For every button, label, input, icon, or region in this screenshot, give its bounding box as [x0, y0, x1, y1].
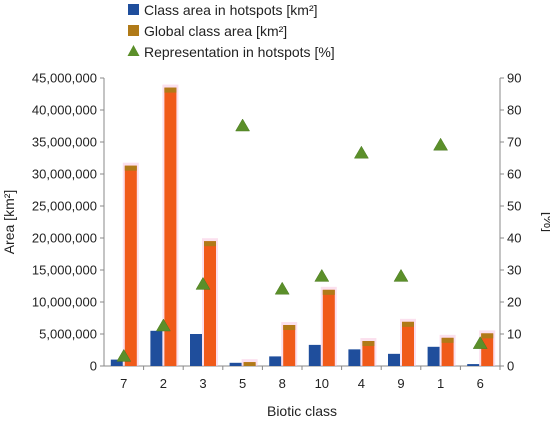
y-tick-label-left: 10,000,000	[32, 295, 97, 310]
marker-representation	[314, 268, 330, 282]
bar-global-area	[441, 337, 454, 366]
bar-hotspot-area	[427, 346, 440, 366]
y-axis-left-ticks: 0 5,000,000 10,000,000 15,000,000 20,000,000…	[32, 71, 104, 374]
bar-global-area	[164, 87, 177, 366]
marker-representation	[195, 276, 211, 290]
y-tick-label-right: 90	[507, 71, 521, 86]
y-axis-right-ticks: 0 10 20 30 40 50 60 70 80 90	[500, 71, 521, 374]
y-tick-label-left: 30,000,000	[32, 167, 97, 182]
x-tick-label: 6	[477, 376, 484, 391]
legend-swatch-hotspot-area	[128, 4, 139, 15]
bar-global-area	[362, 341, 375, 366]
y-tick-label-left: 40,000,000	[32, 103, 97, 118]
y-tick-label-right: 50	[507, 199, 521, 214]
legend-label-representation: Representation in hotspots [%]	[144, 44, 335, 60]
bar-hotspot-area	[229, 362, 242, 366]
y-axis-left-title: Area [km²]	[1, 190, 17, 255]
markers	[116, 118, 488, 362]
x-tick-label: 5	[239, 376, 246, 391]
y-tick-label-right: 70	[507, 135, 521, 150]
y-tick-label-right: 20	[507, 295, 521, 310]
bar-global-area-top	[164, 87, 177, 93]
y-tick-label-right: 60	[507, 167, 521, 182]
bar-global-area	[402, 321, 414, 366]
bar-hotspot-area	[348, 349, 361, 366]
marker-representation	[472, 336, 488, 349]
y-tick-label-left: 45,000,000	[32, 71, 97, 86]
y-axis-right-title: [%]	[541, 212, 550, 232]
y-tick-label-right: 40	[507, 231, 521, 246]
bar-global-area-top	[481, 333, 494, 339]
marker-representation	[433, 137, 449, 151]
y-tick-label-right: 0	[507, 359, 514, 374]
bar-global-area	[481, 333, 494, 366]
x-tick-label: 10	[315, 376, 329, 391]
y-tick-label-left: 15,000,000	[32, 263, 97, 278]
x-tick-label: 2	[160, 376, 167, 391]
bar-hotspot-area	[110, 359, 123, 366]
x-tick-label: 1	[437, 376, 444, 391]
y-tick-label-right: 80	[507, 103, 521, 118]
x-tick-label: 4	[358, 376, 365, 391]
bar-hotspot-area	[190, 334, 202, 366]
legend-marker-representation	[127, 45, 140, 56]
y-tick-label-left: 0	[90, 359, 97, 374]
legend-swatch-global-area	[128, 25, 139, 36]
bar-global-area-top	[243, 362, 256, 366]
x-tick-label: 3	[199, 376, 206, 391]
x-tick-label: 7	[120, 376, 127, 391]
y-tick-label-left: 25,000,000	[32, 199, 97, 214]
bar-global-area-top	[124, 165, 137, 171]
x-tick-label: 9	[397, 376, 404, 391]
x-tick-label: 8	[279, 376, 286, 391]
bar-global-area-top	[362, 341, 375, 347]
legend-label-hotspot-area: Class area in hotspots [km²]	[144, 2, 318, 18]
y-tick-label-left: 5,000,000	[39, 327, 97, 342]
bar-global-area-top	[283, 325, 296, 331]
marker-representation	[116, 348, 132, 362]
y-tick-label-right: 30	[507, 263, 521, 278]
bars	[110, 84, 496, 366]
bar-global-area-top	[402, 321, 414, 327]
marker-representation	[353, 145, 369, 159]
y-tick-label-left: 35,000,000	[32, 135, 97, 150]
bar-global-area-top	[441, 337, 454, 343]
bar-global-area-top	[322, 289, 335, 295]
bar-global-area	[283, 325, 296, 366]
legend: Class area in hotspots [km²] Global clas…	[127, 2, 335, 60]
bar-hotspot-area	[308, 344, 321, 366]
marker-representation	[274, 281, 290, 295]
y-tick-label-left: 20,000,000	[32, 231, 97, 246]
bar-hotspot-area	[388, 353, 400, 366]
marker-representation	[235, 118, 251, 132]
x-axis-title: Biotic class	[267, 403, 337, 419]
bar-global-area	[204, 241, 216, 366]
bar-hotspot-area	[150, 330, 163, 366]
marker-representation	[393, 268, 409, 282]
marker-representation	[155, 318, 171, 332]
bar-global-area	[124, 165, 137, 366]
legend-label-global-area: Global class area [km²]	[144, 23, 287, 39]
x-axis-ticks: 7 2 3 5 8 10 4 9 1 6	[120, 366, 501, 391]
bar-global-area	[322, 289, 335, 366]
bar-hotspot-area	[269, 356, 282, 366]
bar-global-area-top	[204, 241, 216, 247]
y-tick-label-right: 10	[507, 327, 521, 342]
bar-hotspot-area	[467, 364, 480, 366]
